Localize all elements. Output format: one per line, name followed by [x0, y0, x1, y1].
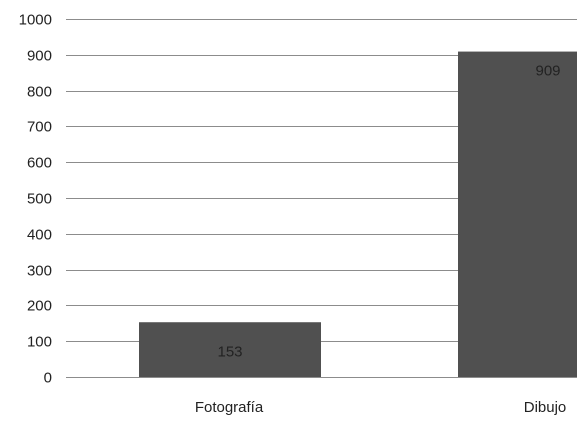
data-labels: 153 909 [217, 63, 560, 361]
bar-dibujo [458, 51, 577, 377]
data-label: 153 [217, 344, 242, 361]
y-tick-label: 400 [27, 227, 52, 244]
x-tick-label: Dibujo [524, 399, 567, 416]
data-label: 909 [535, 63, 560, 80]
y-tick-label: 600 [27, 155, 52, 172]
x-axis-tick-labels: Fotografía Dibujo [195, 399, 566, 416]
y-tick-label: 1000 [19, 12, 52, 29]
y-tick-label: 500 [27, 191, 52, 208]
y-tick-label: 0 [44, 370, 52, 387]
y-tick-label: 300 [27, 263, 52, 280]
y-tick-label: 700 [27, 119, 52, 136]
bars [139, 51, 577, 377]
y-tick-label: 900 [27, 48, 52, 65]
y-tick-label: 200 [27, 298, 52, 315]
x-tick-label: Fotografía [195, 399, 264, 416]
y-axis-tick-labels: 0 100 200 300 400 500 600 700 800 900 1000 [19, 12, 52, 387]
bar-fotografia [139, 322, 321, 377]
y-tick-label: 800 [27, 84, 52, 101]
y-tick-label: 100 [27, 334, 52, 351]
